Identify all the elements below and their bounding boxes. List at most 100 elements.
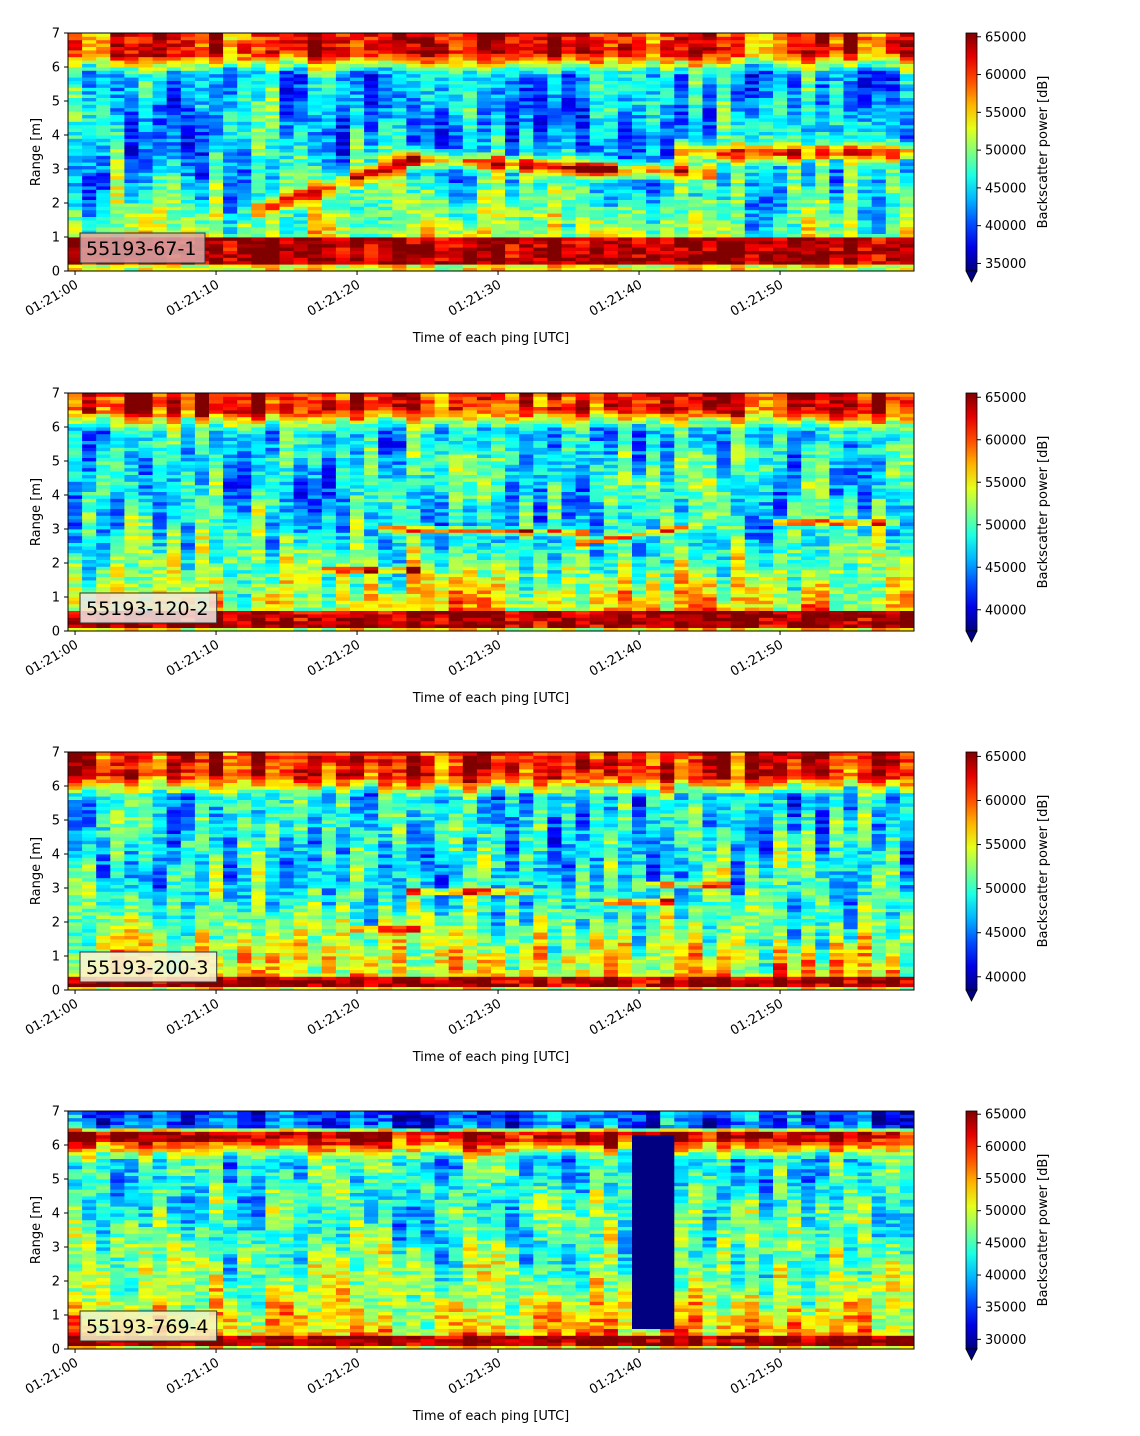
heatmap-cell <box>744 104 760 109</box>
heatmap-cell <box>702 172 717 177</box>
heatmap-cell <box>138 590 153 594</box>
heatmap-cell <box>406 111 421 115</box>
heatmap-cell <box>462 39 478 44</box>
heatmap-cell <box>674 206 689 211</box>
heatmap-cell <box>491 56 506 61</box>
heatmap-cell <box>533 63 548 68</box>
heatmap-cell <box>660 189 675 194</box>
heatmap-cell <box>899 192 915 197</box>
heatmap-cell <box>110 403 125 407</box>
heatmap-cell <box>519 94 534 98</box>
heatmap-cell <box>68 206 83 211</box>
heatmap-cell <box>773 118 788 122</box>
heatmap-cell <box>152 175 168 180</box>
heatmap-cell <box>68 145 83 149</box>
heatmap-cell <box>646 53 661 58</box>
heatmap-cell <box>674 209 689 214</box>
heatmap-cell <box>674 179 689 183</box>
heatmap-cell <box>406 189 421 194</box>
heatmap-cell <box>632 114 647 119</box>
heatmap-cell <box>533 216 548 221</box>
heatmap-cell <box>758 104 774 109</box>
heatmap-cell <box>406 220 421 224</box>
heatmap-cell <box>462 97 478 102</box>
heatmap-cell <box>702 203 717 207</box>
heatmap-cell <box>152 53 168 58</box>
heatmap-cell <box>660 77 675 81</box>
heatmap-cell <box>702 39 717 44</box>
heatmap-cell <box>505 80 520 85</box>
heatmap-cell <box>223 77 238 81</box>
heatmap-cell <box>491 67 506 71</box>
heatmap-cell <box>758 124 774 129</box>
heatmap-cell <box>589 101 605 105</box>
heatmap-cell <box>321 77 337 81</box>
heatmap-cell <box>209 267 224 272</box>
heatmap-cell <box>321 196 337 200</box>
heatmap-cell <box>350 172 365 177</box>
heatmap-cell <box>420 121 435 126</box>
heatmap-cell <box>406 56 421 61</box>
heatmap-cell <box>519 220 534 224</box>
heatmap-cell <box>110 145 125 149</box>
heatmap-cell <box>209 84 224 88</box>
heatmap-cell <box>96 590 111 594</box>
heatmap-cell <box>547 63 562 68</box>
heatmap-cell <box>674 247 689 251</box>
heatmap-cell <box>138 532 153 537</box>
heatmap-cell <box>491 60 506 64</box>
heatmap-cell <box>68 111 83 115</box>
heatmap-cell <box>152 145 168 149</box>
heatmap-cell <box>209 220 224 224</box>
heatmap-cell <box>829 223 844 228</box>
heatmap-cell <box>617 104 633 109</box>
heatmap-cell <box>138 437 153 441</box>
heatmap-cell <box>166 396 182 401</box>
heatmap-cell <box>547 124 562 129</box>
heatmap-cell <box>871 209 887 214</box>
heatmap-cell <box>617 107 633 112</box>
heatmap-cell <box>730 46 746 51</box>
colorbar-tick-label: 50000 <box>985 144 1026 159</box>
heatmap-cell <box>378 128 393 132</box>
heatmap-cell <box>899 77 915 81</box>
heatmap-cell <box>96 111 111 115</box>
heatmap-cell <box>124 627 139 632</box>
heatmap-cell <box>801 90 816 95</box>
heatmap-cell <box>787 264 802 268</box>
heatmap-cell <box>138 196 153 200</box>
heatmap-cell <box>801 107 816 112</box>
heatmap-cell <box>138 491 153 496</box>
heatmap-cell <box>787 247 802 251</box>
colorbar-gradient <box>965 32 978 272</box>
heatmap-cell <box>166 165 182 170</box>
heatmap-cell <box>491 50 506 54</box>
heatmap-cell <box>491 70 506 75</box>
heatmap-cell <box>293 43 309 47</box>
heatmap-cell <box>448 43 464 47</box>
heatmap-cell <box>138 152 153 156</box>
heatmap-cell <box>265 165 280 170</box>
heatmap-cell <box>519 39 534 44</box>
heatmap-cell <box>688 63 703 68</box>
heatmap-cell <box>138 498 153 503</box>
heatmap-cell <box>716 90 732 95</box>
heatmap-cell <box>180 175 196 180</box>
heatmap-cell <box>871 128 887 132</box>
heatmap-cell <box>406 250 421 255</box>
heatmap-cell <box>871 148 887 153</box>
heatmap-cell <box>138 580 153 584</box>
heatmap-cell <box>138 97 153 102</box>
heatmap-cell <box>293 60 309 64</box>
heatmap-cell <box>476 192 492 197</box>
heatmap-cell <box>533 128 548 132</box>
heatmap-cell <box>787 175 802 180</box>
heatmap-cell <box>448 77 464 81</box>
heatmap-cell <box>82 182 97 187</box>
heatmap-cell <box>674 84 689 88</box>
heatmap-cell <box>632 189 647 194</box>
heatmap-cell <box>307 206 323 211</box>
heatmap-cell <box>646 213 661 217</box>
heatmap-cell <box>406 39 421 44</box>
heatmap-cell <box>547 56 562 61</box>
